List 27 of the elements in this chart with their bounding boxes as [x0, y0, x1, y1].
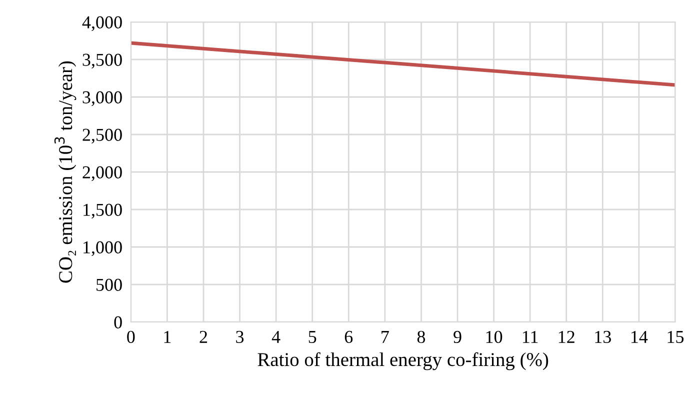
y-tick-label: 500 — [96, 278, 122, 291]
x-tick-label: 5 — [308, 331, 316, 344]
y-tick-label: 0 — [114, 316, 122, 328]
x-tick-label: 9 — [454, 330, 462, 344]
x-tick-label: 3 — [236, 330, 244, 344]
y-tick-label: 1,000 — [84, 241, 122, 256]
y-axis-title: CO₂ emission (10$^{3}$ ton/year) — [54, 61, 76, 283]
y-tick-label: 3,500 — [82, 54, 122, 69]
x-tick-label: 15 — [668, 330, 684, 344]
x-tick-label: 4 — [272, 330, 280, 343]
y-tick-label: 3,000 — [82, 91, 122, 106]
x-tick-label: 11 — [522, 330, 538, 343]
x-tick-label: 8 — [417, 330, 426, 344]
y-tick-label: 4,000 — [82, 16, 122, 32]
x-tick-label: 1 — [164, 330, 171, 343]
x-tick-label: 10 — [486, 330, 502, 344]
x-tick-label: 13 — [595, 330, 611, 344]
x-tick-label: 12 — [558, 330, 574, 343]
y-tick-label: 2,500 — [82, 128, 122, 144]
x-tick-label: 14 — [631, 330, 648, 343]
x-tick-label: 2 — [200, 330, 208, 343]
x-tick-label: 6 — [344, 330, 353, 344]
y-tick-label: 1,500 — [84, 204, 122, 219]
x-tick-label: 7 — [382, 331, 389, 343]
x-tick-label: 0 — [127, 330, 135, 344]
x-axis-title: Ratio of thermal energy co-firing (%) — [258, 352, 548, 370]
y-tick-label: 2,000 — [82, 166, 122, 182]
